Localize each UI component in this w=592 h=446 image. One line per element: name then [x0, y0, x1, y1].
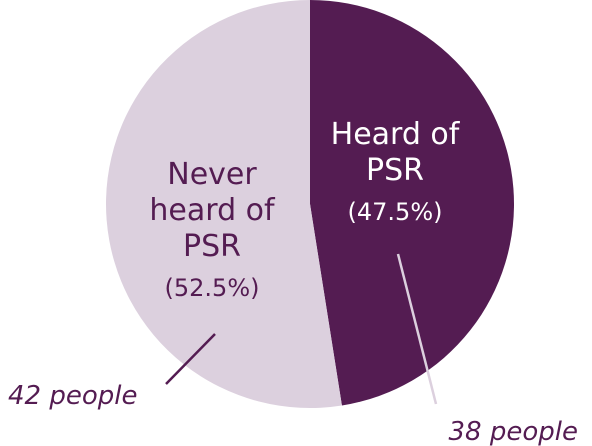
leader-line-never [165, 333, 216, 385]
pie-slice-1 [106, 0, 342, 408]
slice-percent-never: (52.5%) [165, 274, 260, 302]
slice-label-heard-line-1: Heard of [331, 117, 461, 152]
slice-label-never-line-1: Never [167, 157, 257, 192]
count-label-heard: 38 people [449, 417, 578, 446]
slice-label-heard-line-2: PSR [366, 153, 424, 188]
slice-label-never-line-2: heard of [149, 193, 276, 228]
leader-line-heard [396, 253, 438, 405]
count-label-never: 42 people [8, 381, 137, 411]
slice-label-never-line-3: PSR [183, 229, 241, 264]
slice-percent-heard: (47.5%) [348, 198, 443, 226]
leader-lines [165, 253, 438, 405]
pie-slice-0 [310, 0, 514, 406]
pie-slices [106, 0, 514, 408]
